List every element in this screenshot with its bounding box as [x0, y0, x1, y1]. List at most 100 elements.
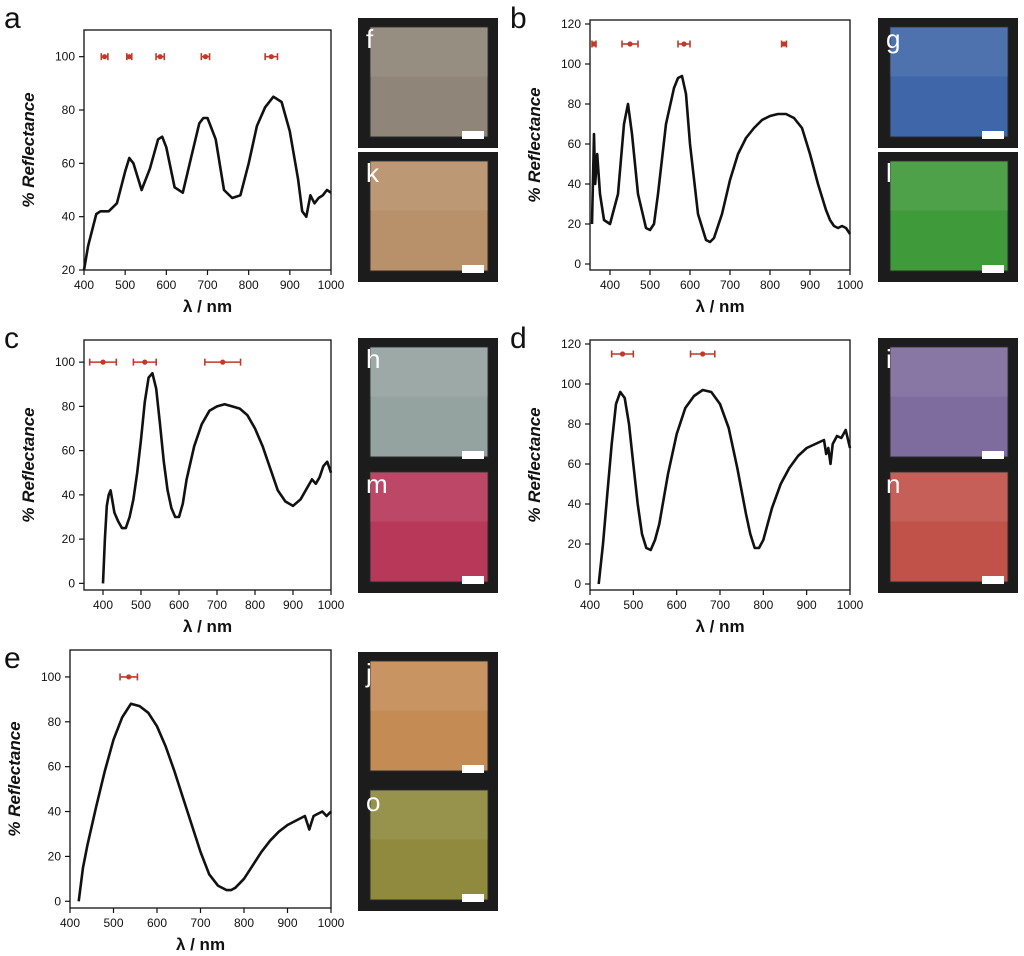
- peak-marker-d: [619, 351, 626, 357]
- scale-bar-n: [982, 576, 1004, 584]
- y-tick-label-c: 80: [62, 399, 76, 413]
- sample-square-n: [889, 471, 1009, 583]
- photo-tile-m: m: [358, 463, 498, 593]
- y-tick-label-d: 0: [574, 577, 581, 591]
- y-tick-label-c: 0: [68, 576, 75, 590]
- peak-marker-a: [202, 54, 209, 60]
- x-tick-label-a: 500: [115, 278, 135, 292]
- photo-letter-k: k: [366, 158, 380, 188]
- photo-letter-m: m: [366, 469, 388, 499]
- x-tick-label-b: 700: [720, 278, 740, 292]
- y-tick-label-a: 60: [62, 156, 76, 170]
- x-tick-label-e: 1000: [318, 916, 345, 930]
- scale-bar-l: [982, 265, 1004, 273]
- x-tick-label-d: 500: [623, 598, 643, 612]
- y-tick-label-c: 40: [62, 488, 76, 502]
- peak-marker-c: [100, 359, 106, 365]
- reflectance-curve-c: [101, 371, 333, 584]
- sample-square-g: [889, 26, 1009, 138]
- plot-frame-c: [83, 339, 332, 591]
- x-tick-label-d: 400: [580, 598, 600, 612]
- peak-marker-c: [220, 359, 226, 365]
- x-tick-label-e: 900: [277, 916, 297, 930]
- x-tick-label-c: 600: [169, 598, 189, 612]
- y-tick-label-b: 0: [574, 257, 581, 271]
- chart-e: 400 500 600 700 800 900 1000 0 20 40 60 80 100 λ / nm…: [5, 649, 345, 954]
- x-tick-label-e: 700: [190, 916, 210, 930]
- x-tick-label-c: 800: [245, 598, 265, 612]
- photo-tile-n: n: [878, 463, 1018, 593]
- y-tick-label-b: 100: [561, 57, 581, 71]
- scale-bar-g: [982, 131, 1004, 139]
- y-tick-label-e: 80: [48, 715, 62, 729]
- x-tick-label-e: 600: [147, 916, 167, 930]
- reflectance-curve-b: [590, 74, 852, 244]
- sample-square-k: [369, 160, 489, 272]
- plot-frame-d: [589, 339, 851, 591]
- sample-square-j: [369, 660, 489, 772]
- photo-tile-i: i: [878, 338, 1018, 468]
- x-tick-label-b: 900: [800, 278, 820, 292]
- scale-bar-h: [462, 451, 484, 459]
- panel-letter-c: c: [4, 322, 19, 355]
- x-tick-label-d: 800: [753, 598, 773, 612]
- reflectance-curve-e: [77, 702, 332, 902]
- panel-letter-b: b: [510, 2, 527, 35]
- x-tick-label-e: 400: [60, 916, 80, 930]
- y-tick-label-d: 100: [561, 377, 581, 391]
- sample-sheen-n: [890, 472, 1008, 522]
- x-tick-label-b: 600: [680, 278, 700, 292]
- y-tick-label-d: 40: [568, 497, 582, 511]
- y-tick-label-b: 20: [568, 217, 582, 231]
- y-tick-label-c: 20: [62, 532, 76, 546]
- reflectance-curve-a: [82, 95, 332, 271]
- peak-marker-a: [157, 54, 163, 60]
- x-tick-label-e: 800: [234, 916, 254, 930]
- photo-letter-l: l: [886, 158, 892, 188]
- plot-frame-b: [589, 19, 851, 271]
- chart-d: 400 500 600 700 800 900 1000 0 20 40 60 80 100 120 λ /…: [525, 337, 864, 636]
- x-tick-label-c: 500: [131, 598, 151, 612]
- y-tick-label-a: 20: [62, 263, 76, 277]
- scale-bar-k: [462, 265, 484, 273]
- panel-letter-d: d: [510, 322, 527, 355]
- photo-tile-k: k: [358, 152, 498, 282]
- sample-sheen-o: [370, 790, 488, 840]
- x-tick-label-d: 600: [667, 598, 687, 612]
- peak-marker-a: [126, 54, 132, 60]
- x-tick-label-a: 800: [239, 278, 259, 292]
- y-tick-label-e: 60: [48, 760, 62, 774]
- chart-b: 400 500 600 700 800 900 1000 0 20 40 60 80 100 120 λ /…: [525, 17, 864, 316]
- photo-letter-j: j: [365, 658, 372, 688]
- peak-marker-a: [101, 54, 108, 60]
- y-tick-label-b: 60: [568, 137, 582, 151]
- x-tick-label-b: 400: [600, 278, 620, 292]
- y-tick-label-d: 20: [568, 537, 582, 551]
- y-tick-label-b: 40: [568, 177, 582, 191]
- y-tick-label-e: 20: [48, 849, 62, 863]
- scale-bar-i: [982, 451, 1004, 459]
- x-axis-label-d: λ / nm: [695, 617, 744, 636]
- peak-marker-e: [126, 674, 132, 680]
- x-tick-label-a: 1000: [318, 278, 345, 292]
- y-axis-label-d: % Reflectance: [525, 407, 544, 522]
- sample-square-o: [369, 789, 489, 901]
- sample-sheen-m: [370, 472, 488, 522]
- x-tick-label-b: 500: [640, 278, 660, 292]
- scale-bar-j: [462, 765, 484, 773]
- peak-marker-b: [591, 41, 597, 47]
- photo-tile-g: g: [878, 18, 1018, 148]
- scale-bar-m: [462, 576, 484, 584]
- peak-marker-d: [700, 351, 706, 357]
- x-axis-label-e: λ / nm: [176, 935, 225, 954]
- sample-square-h: [369, 346, 489, 458]
- y-tick-label-a: 100: [55, 50, 75, 64]
- sample-square-i: [889, 346, 1009, 458]
- sample-square-m: [369, 471, 489, 583]
- sample-square-l: [889, 160, 1009, 272]
- photo-tile-j: j: [358, 652, 498, 782]
- x-tick-label-c: 900: [283, 598, 303, 612]
- x-tick-label-c: 700: [207, 598, 227, 612]
- x-tick-label-d: 900: [797, 598, 817, 612]
- chart-c: 400 500 600 700 800 900 1000 0 20 40 60 80 100 λ / nm…: [19, 339, 345, 636]
